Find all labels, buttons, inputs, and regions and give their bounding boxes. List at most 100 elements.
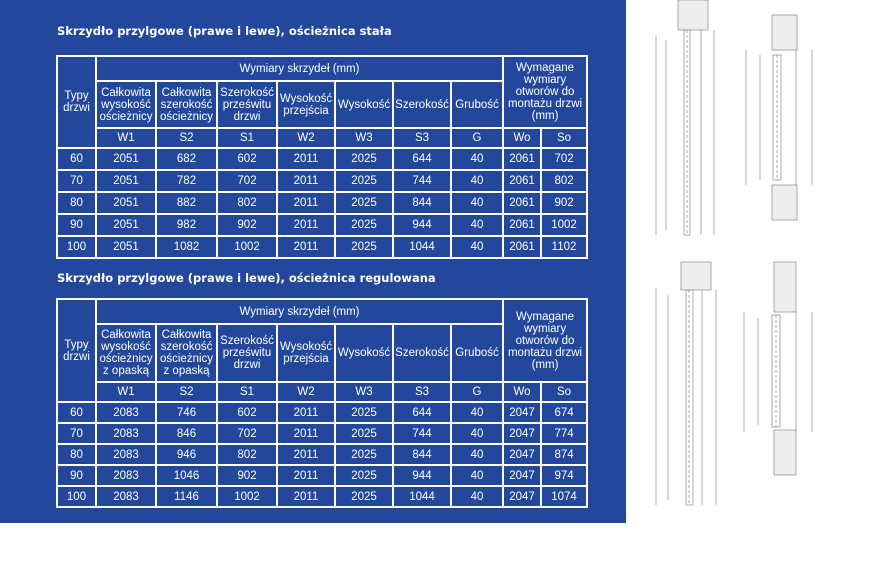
table-cell: 1102 — [540, 235, 589, 259]
table-row: 70 2051 782 702 2011 2025 744 40 2061 802 — [56, 169, 589, 193]
required-header: Wymagane wymiary otworów do montażu drzw… — [502, 55, 589, 129]
column-header: Całkowita wysokość ościeżnicy z opaską — [95, 323, 157, 383]
table-cell: 2051 — [95, 169, 157, 193]
table-cell: 2025 — [334, 235, 394, 259]
table-cell: 902 — [216, 464, 278, 487]
table-cell: 946 — [155, 443, 218, 466]
table-cell: 40 — [449, 169, 505, 193]
table-cell: 2051 — [95, 213, 157, 237]
table-cell: 1002 — [540, 213, 589, 237]
table-cell: 2011 — [276, 147, 336, 171]
table-cell: 40 — [449, 464, 505, 487]
table-cell: 2025 — [334, 169, 394, 193]
table-cell: 2011 — [276, 443, 336, 466]
table-cell: 2083 — [95, 443, 157, 466]
table-cell: 2025 — [334, 464, 394, 487]
code-header: S1 — [216, 127, 278, 149]
table-cell: 80 — [56, 443, 97, 466]
table-cell: 774 — [540, 422, 589, 445]
column-header: Grubość — [449, 80, 505, 129]
column-header: Szerokość prześwitu drzwi — [216, 323, 278, 383]
column-header: Całkowita wysokość ościeżnicy — [95, 80, 157, 129]
table-cell: 60 — [56, 147, 97, 171]
column-header: Wysokość przejścia — [276, 80, 336, 129]
table-cell: 944 — [392, 213, 452, 237]
table-cell: 902 — [540, 191, 589, 215]
table-cell: 2061 — [502, 147, 543, 171]
table-cell: 644 — [392, 147, 452, 171]
table-cell: 40 — [449, 191, 505, 215]
table-cell: 1044 — [392, 235, 452, 259]
table-cell: 2025 — [334, 485, 394, 508]
code-header: Wo — [502, 127, 543, 149]
code-header: W3 — [334, 381, 394, 403]
table-cell: 2047 — [502, 485, 543, 508]
column-header: Wysokość — [334, 80, 394, 129]
code-header: W1 — [95, 381, 157, 403]
table-cell: 40 — [449, 422, 505, 445]
code-header: S2 — [155, 381, 218, 403]
table-cell: 90 — [56, 464, 97, 487]
table-cell: 2011 — [276, 401, 336, 424]
table-cell: 1044 — [392, 485, 452, 508]
code-header: So — [540, 381, 589, 403]
table-cell: 682 — [155, 147, 218, 171]
table-cell: 1002 — [216, 485, 278, 508]
table-cell: 944 — [392, 464, 452, 487]
group-header: Wymiary skrzydeł (mm) — [94, 298, 505, 325]
code-header: S1 — [216, 381, 278, 403]
table-cell: 2025 — [334, 443, 394, 466]
table-cell: 70 — [56, 169, 97, 193]
code-header: W2 — [276, 127, 336, 149]
table-cell: 90 — [56, 213, 97, 237]
door-section-drawing-4 — [743, 261, 813, 476]
door-section-drawing-1 — [655, 0, 715, 236]
code-header: W1 — [95, 127, 157, 149]
table-row: 90 2051 982 902 2011 2025 944 40 2061 1002 — [56, 213, 589, 237]
table-row: 100 2051 1082 1002 2011 2025 1044 40 2061 1102 — [56, 235, 589, 259]
table-cell: 70 — [56, 422, 97, 445]
table-cell: 1146 — [155, 485, 218, 508]
table-cell: 40 — [449, 213, 505, 237]
table-cell: 100 — [56, 485, 97, 508]
table-cell: 2011 — [276, 485, 336, 508]
table-cell: 2011 — [276, 169, 336, 193]
table-cell: 882 — [155, 191, 218, 215]
table-cell: 1002 — [216, 235, 278, 259]
dimension-table: Typy drzwi Wymiary skrzydeł (mm) Wymagane … — [56, 55, 589, 259]
table-cell: 2051 — [95, 191, 157, 215]
table-row: 80 2051 882 802 2011 2025 844 40 2061 902 — [56, 191, 589, 215]
table-cell: 2083 — [95, 485, 157, 508]
table-cell: 80 — [56, 191, 97, 215]
table-cell: 802 — [540, 169, 589, 193]
table-cell: 2011 — [276, 235, 336, 259]
table-cell: 2061 — [502, 169, 543, 193]
table-row: 60 2051 682 602 2011 2025 644 40 2061 702 — [56, 147, 589, 171]
table-cell: 702 — [216, 422, 278, 445]
table-title-fixed-frame: Skrzydło przylgowe (prawe i lewe), oście… — [57, 24, 392, 38]
table-cell: 674 — [540, 401, 589, 424]
table-cell: 2011 — [276, 213, 336, 237]
table-cell: 982 — [155, 213, 218, 237]
code-header: G — [449, 381, 505, 403]
table-cell: 2083 — [95, 422, 157, 445]
type-header: Typy drzwi — [56, 55, 97, 149]
table-cell: 40 — [449, 147, 505, 171]
column-header: Szerokość — [392, 323, 452, 383]
dimension-table: Typy drzwi Wymiary skrzydeł (mm) Wymagane … — [56, 298, 589, 508]
type-header: Typy drzwi — [56, 298, 97, 403]
column-header: Szerokość — [392, 80, 452, 129]
table-cell: 702 — [540, 147, 589, 171]
column-header: Wysokość przejścia — [276, 323, 336, 383]
code-header: Wo — [502, 381, 543, 403]
group-header: Wymiary skrzydeł (mm) — [94, 55, 505, 82]
table-cell: 974 — [540, 464, 589, 487]
table-cell: 1074 — [540, 485, 589, 508]
table-cell: 602 — [216, 147, 278, 171]
table-cell: 702 — [216, 169, 278, 193]
table-cell: 2047 — [502, 401, 543, 424]
code-header: S3 — [392, 381, 452, 403]
door-section-drawing-3 — [655, 261, 717, 506]
table-cell: 2025 — [334, 213, 394, 237]
table-cell: 40 — [449, 235, 505, 259]
